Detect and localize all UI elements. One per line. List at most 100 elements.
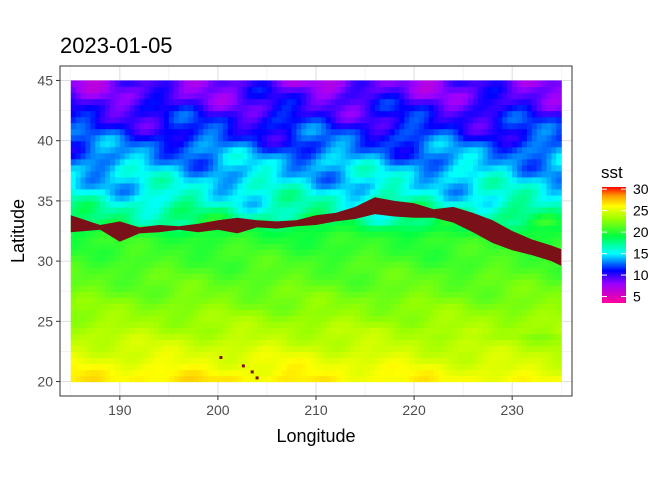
heatmap-cell bbox=[365, 339, 371, 347]
heatmap-cell bbox=[536, 116, 543, 124]
heatmap-cell bbox=[458, 309, 464, 316]
heatmap-cell bbox=[536, 291, 543, 298]
heatmap-cell bbox=[80, 170, 87, 178]
heatmap-cell bbox=[296, 206, 302, 214]
heatmap-cell bbox=[252, 285, 258, 292]
heatmap-cell bbox=[340, 194, 347, 202]
heatmap-cell bbox=[100, 345, 106, 353]
heatmap-cell bbox=[512, 200, 518, 208]
heatmap-cell bbox=[340, 188, 347, 196]
heatmap-cell bbox=[168, 140, 175, 148]
heatmap-cell bbox=[276, 351, 283, 359]
heatmap-cell bbox=[262, 237, 268, 244]
heatmap-cell bbox=[526, 194, 533, 202]
heatmap-cell bbox=[350, 261, 356, 268]
heatmap-cell bbox=[487, 206, 494, 214]
heatmap-cell bbox=[330, 249, 337, 256]
heatmap-cell bbox=[139, 218, 145, 226]
heatmap-cell bbox=[222, 279, 229, 286]
heatmap-cell bbox=[296, 110, 302, 118]
heatmap-cell bbox=[286, 128, 293, 136]
heatmap-cell bbox=[262, 200, 268, 208]
heatmap-cell bbox=[183, 255, 190, 262]
heatmap-cell bbox=[188, 297, 194, 304]
heatmap-cell bbox=[100, 110, 106, 118]
heatmap-cell bbox=[252, 243, 258, 250]
heatmap-cell bbox=[320, 327, 327, 334]
heatmap-cell bbox=[531, 86, 538, 94]
heatmap-cell bbox=[134, 212, 141, 220]
heatmap-cell bbox=[414, 333, 420, 340]
heatmap-cell bbox=[448, 273, 454, 280]
heatmap-cell bbox=[80, 110, 87, 118]
heatmap-cell bbox=[198, 327, 204, 334]
heatmap-cell bbox=[531, 164, 538, 172]
heatmap-cell bbox=[159, 267, 165, 274]
heatmap-cell bbox=[325, 110, 332, 118]
heatmap-cell bbox=[149, 212, 155, 220]
heatmap-cell bbox=[389, 291, 396, 298]
heatmap-cell bbox=[531, 98, 538, 106]
heatmap-cell bbox=[183, 212, 190, 220]
heatmap-cell bbox=[502, 369, 508, 377]
heatmap-cell bbox=[394, 273, 400, 280]
heatmap-cell bbox=[163, 369, 170, 377]
heatmap-cell bbox=[134, 363, 141, 371]
heatmap-cell bbox=[360, 363, 366, 371]
heatmap-cell bbox=[448, 357, 454, 365]
heatmap-cell bbox=[134, 369, 141, 377]
heatmap-cell bbox=[144, 321, 150, 328]
heatmap-cell bbox=[100, 140, 106, 148]
heatmap-cell bbox=[276, 231, 283, 238]
heatmap-cell bbox=[502, 333, 508, 340]
heatmap-cell bbox=[379, 357, 386, 365]
heatmap-cell bbox=[75, 261, 82, 268]
heatmap-cell bbox=[208, 92, 214, 100]
heatmap-cell bbox=[369, 363, 376, 371]
heatmap-cell bbox=[163, 261, 170, 268]
heatmap-cell bbox=[217, 164, 224, 172]
heatmap-cell bbox=[379, 375, 386, 383]
heatmap-cell bbox=[90, 279, 96, 286]
heatmap-cell bbox=[95, 309, 101, 316]
heatmap-cell bbox=[546, 363, 552, 371]
heatmap-cell bbox=[276, 128, 283, 136]
heatmap-cell bbox=[345, 357, 351, 365]
heatmap-cell bbox=[526, 158, 533, 166]
heatmap-cell bbox=[188, 146, 194, 154]
heatmap-cell bbox=[242, 188, 248, 196]
heatmap-cell bbox=[262, 158, 268, 166]
heatmap-cell bbox=[507, 188, 513, 196]
heatmap-cell bbox=[374, 363, 381, 371]
heatmap-cell bbox=[521, 357, 528, 365]
heatmap-cell bbox=[281, 92, 288, 100]
heatmap-cell bbox=[286, 255, 293, 262]
heatmap-cell bbox=[217, 206, 224, 214]
heatmap-cell bbox=[252, 80, 258, 88]
heatmap-cell bbox=[477, 261, 484, 268]
heatmap-cell bbox=[139, 357, 145, 365]
heatmap-cell bbox=[119, 98, 126, 106]
heatmap-cell bbox=[497, 255, 503, 262]
heatmap-cell bbox=[119, 194, 126, 202]
heatmap-cell bbox=[335, 92, 342, 100]
heatmap-cell bbox=[546, 92, 552, 100]
heatmap-cell bbox=[526, 182, 533, 190]
heatmap-cell bbox=[100, 188, 106, 196]
heatmap-cell bbox=[472, 92, 479, 100]
heatmap-cell bbox=[203, 170, 209, 178]
heatmap-cell bbox=[369, 351, 376, 359]
heatmap-cell bbox=[262, 297, 268, 304]
heatmap-cell bbox=[404, 243, 410, 250]
heatmap-cell bbox=[252, 224, 258, 232]
heatmap-cell bbox=[154, 285, 160, 292]
heatmap-cell bbox=[472, 333, 479, 340]
heatmap-cell bbox=[316, 279, 322, 286]
heatmap-cell bbox=[306, 80, 312, 88]
heatmap-cell bbox=[100, 297, 106, 304]
heatmap-cell bbox=[316, 176, 322, 184]
heatmap-cell bbox=[556, 86, 562, 94]
heatmap-cell bbox=[252, 339, 258, 347]
heatmap-cell bbox=[75, 345, 82, 353]
heatmap-cell bbox=[325, 309, 332, 316]
